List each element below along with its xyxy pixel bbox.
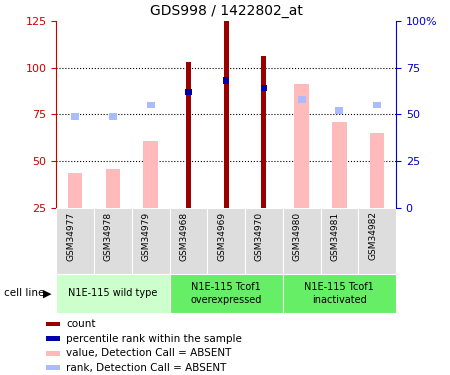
Text: count: count (67, 319, 96, 329)
Bar (109, 113, 117, 120)
Text: GSM34978: GSM34978 (104, 211, 113, 261)
Bar (71, 113, 79, 120)
Bar (332, 122, 347, 208)
Bar (132, 208, 170, 274)
Text: N1E-115 wild type: N1E-115 wild type (68, 288, 158, 298)
Bar (261, 85, 267, 92)
Bar (170, 274, 283, 313)
Title: GDS998 / 1422802_at: GDS998 / 1422802_at (150, 4, 302, 18)
Bar (245, 208, 283, 274)
Text: GSM34977: GSM34977 (66, 211, 75, 261)
Bar (320, 208, 358, 274)
Bar (373, 102, 381, 108)
Bar (46, 322, 60, 327)
Text: GSM34970: GSM34970 (255, 211, 264, 261)
Bar (68, 172, 82, 208)
Bar (207, 208, 245, 274)
Text: N1E-115 Tcof1
overexpressed: N1E-115 Tcof1 overexpressed (190, 282, 262, 304)
Bar (56, 208, 94, 274)
Text: GSM34969: GSM34969 (217, 211, 226, 261)
Text: rank, Detection Call = ABSENT: rank, Detection Call = ABSENT (67, 363, 227, 373)
Bar (294, 84, 309, 208)
Bar (186, 62, 191, 208)
Bar (223, 77, 230, 84)
Text: GSM34981: GSM34981 (330, 211, 339, 261)
Bar (147, 102, 154, 108)
Bar (56, 274, 170, 313)
Bar (94, 208, 132, 274)
Text: cell line: cell line (4, 288, 45, 298)
Bar (46, 365, 60, 370)
Text: GSM34979: GSM34979 (142, 211, 151, 261)
Bar (283, 274, 396, 313)
Bar (283, 208, 320, 274)
Bar (46, 351, 60, 355)
Bar (224, 21, 229, 208)
Text: ▶: ▶ (43, 288, 51, 298)
Bar (185, 88, 192, 95)
Bar (358, 208, 396, 274)
Text: N1E-115 Tcof1
inactivated: N1E-115 Tcof1 inactivated (305, 282, 374, 304)
Bar (298, 96, 306, 103)
Bar (106, 169, 120, 208)
Text: GSM34980: GSM34980 (292, 211, 302, 261)
Text: percentile rank within the sample: percentile rank within the sample (67, 334, 242, 344)
Bar (144, 141, 158, 208)
Text: GSM34982: GSM34982 (368, 211, 377, 260)
Text: GSM34968: GSM34968 (180, 211, 189, 261)
Bar (370, 133, 384, 208)
Text: value, Detection Call = ABSENT: value, Detection Call = ABSENT (67, 348, 232, 358)
Bar (46, 336, 60, 341)
Bar (261, 56, 266, 208)
Bar (170, 208, 207, 274)
Bar (335, 107, 343, 114)
